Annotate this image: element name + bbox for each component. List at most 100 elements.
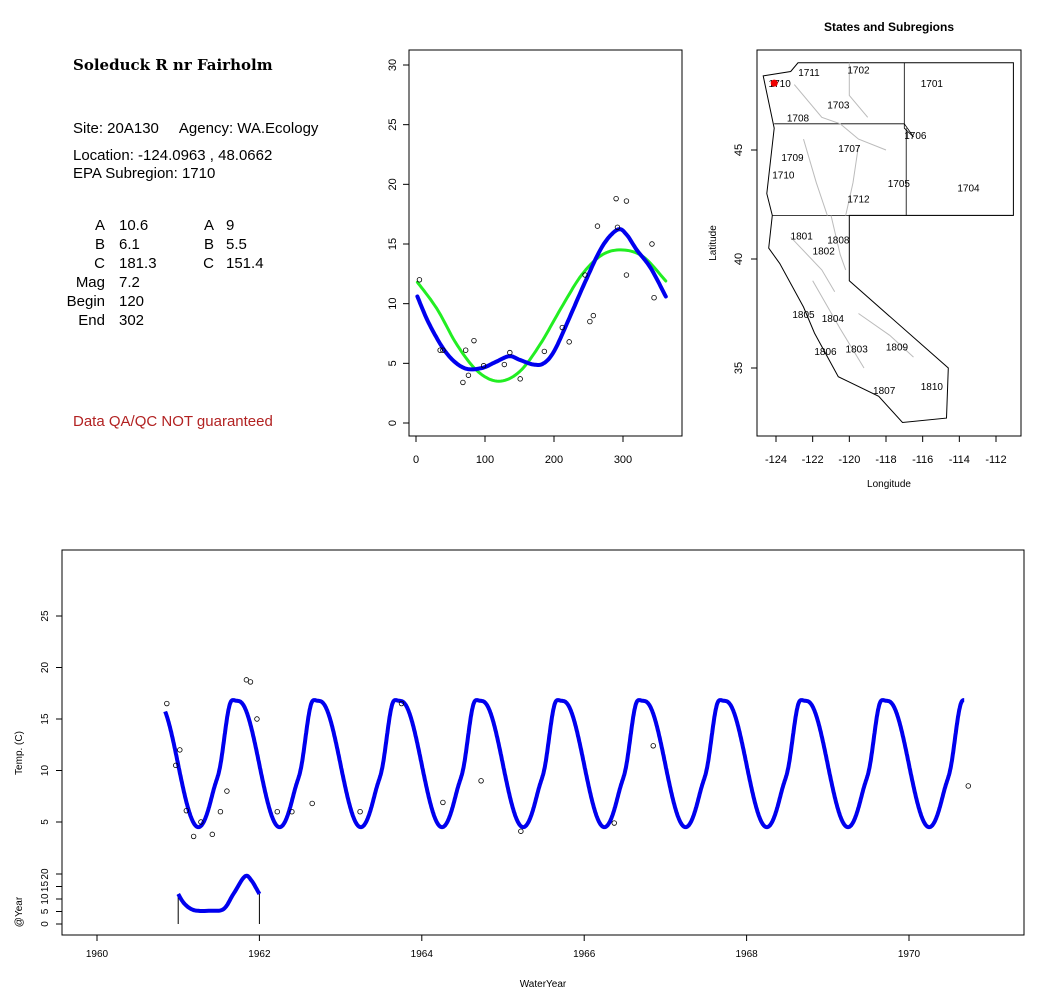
region-label: 1801	[791, 231, 814, 242]
y-tick-label: 45	[733, 144, 745, 156]
data-point	[164, 700, 170, 707]
location-line: Location: -124.0963 , 48.0662	[73, 147, 273, 164]
y-tick-label: 25	[40, 610, 51, 622]
data-point	[224, 788, 230, 794]
data-point	[209, 831, 216, 838]
param-label-c2: C	[203, 255, 214, 272]
data-point	[398, 700, 405, 707]
data-point	[309, 800, 315, 807]
data-point	[480, 363, 487, 369]
param-value-a2: 9	[226, 217, 235, 234]
region-label: 1702	[847, 66, 870, 77]
data-point	[650, 743, 656, 749]
x-tick-label: 300	[614, 454, 632, 466]
x-axis-title: Longitude	[867, 479, 911, 490]
region-label: 1808	[827, 236, 850, 247]
y-axis-title: Latitude	[708, 225, 719, 261]
region-label: 1711	[798, 68, 820, 79]
data-point	[623, 198, 630, 204]
region-label: 1809	[886, 343, 909, 354]
data-point	[177, 747, 183, 753]
data-point	[649, 241, 655, 247]
region-label: 1805	[792, 310, 815, 321]
subregion-border	[830, 215, 847, 271]
data-point	[590, 312, 597, 319]
param-label-begin: Begin	[66, 293, 105, 310]
site-marker	[770, 79, 778, 87]
x-tick-label: -124	[765, 454, 787, 466]
x-tick-label: 1968	[735, 949, 758, 960]
data-point	[462, 347, 469, 353]
y2-axis-title: @Year	[14, 896, 25, 927]
x-tick-label: 1962	[248, 949, 271, 960]
data-point	[507, 349, 513, 356]
region-label: 1802	[813, 247, 836, 258]
x-tick-label: -120	[838, 454, 860, 466]
qa-note: Data QA/QC NOT guaranteed	[73, 413, 273, 430]
y-tick-label: 15	[387, 238, 399, 250]
x-tick-label: -122	[802, 454, 824, 466]
y-tick-label: 0	[387, 420, 399, 426]
subregion-border	[812, 280, 865, 369]
subregion-border	[793, 84, 887, 151]
data-point	[460, 379, 466, 386]
region-label: 1703	[827, 101, 850, 112]
inset-annual-line	[176, 873, 262, 913]
blue-fit-line	[415, 227, 668, 372]
y2-tick-label: 5	[40, 908, 51, 914]
map-title: States and Subregions	[824, 20, 954, 34]
data-point	[518, 828, 524, 834]
data-point	[357, 809, 363, 815]
data-point	[471, 337, 477, 344]
subregion-border	[848, 62, 869, 118]
param-value-a: 10.6	[119, 217, 149, 234]
y-tick-label: 35	[733, 362, 745, 374]
x-tick-label: 1960	[86, 949, 109, 960]
data-point	[594, 223, 601, 229]
region-label: 1806	[814, 347, 837, 358]
state-border	[774, 123, 914, 138]
map-frame	[756, 49, 1022, 437]
param-value-end: 302	[119, 312, 145, 329]
model-line	[163, 698, 966, 830]
data-point	[478, 778, 484, 784]
param-label-b: B	[94, 236, 105, 253]
x-tick-label: -118	[875, 454, 896, 466]
data-point	[465, 372, 472, 378]
data-point	[173, 762, 179, 769]
data-point	[517, 376, 523, 382]
data-point	[289, 809, 295, 815]
y-tick-label: 10	[40, 765, 51, 777]
region-label: 1710	[769, 79, 792, 90]
region-label: 1710	[772, 170, 795, 181]
site-title: Soleduck R nr Fairholm	[73, 56, 273, 74]
subregion-border	[845, 145, 859, 216]
y-tick-label: 10	[387, 298, 399, 310]
data-point	[254, 716, 260, 722]
region-label: 1712	[847, 194, 870, 205]
data-point	[440, 347, 446, 353]
region-label: 1706	[904, 131, 927, 142]
x-tick-label: 1966	[573, 949, 596, 960]
data-point	[566, 339, 572, 345]
data-point	[587, 318, 593, 325]
y-tick-label: 15	[40, 713, 51, 725]
y-tick-label: 20	[40, 662, 51, 674]
seasonal-plot: 0 100 200 300 0 5 10 15 20 25 30	[387, 49, 683, 466]
param-value-c2: 151.4	[226, 255, 264, 272]
data-point	[965, 783, 971, 789]
states-outline	[762, 62, 1014, 424]
region-label: 1701	[921, 79, 944, 90]
data-point	[190, 833, 197, 840]
param-label-c: C	[94, 255, 105, 272]
subregion-line: EPA Subregion: 1710	[73, 165, 216, 182]
x-tick-label: 0	[413, 454, 419, 466]
data-point	[613, 195, 619, 202]
data-point	[274, 809, 280, 815]
y2-tick-label: 0	[40, 921, 51, 927]
site-line: Site: 20A130 Agency: WA.Ecology	[73, 120, 319, 137]
subregion-border	[803, 138, 828, 216]
data-point	[437, 347, 443, 353]
data-point	[198, 819, 204, 825]
